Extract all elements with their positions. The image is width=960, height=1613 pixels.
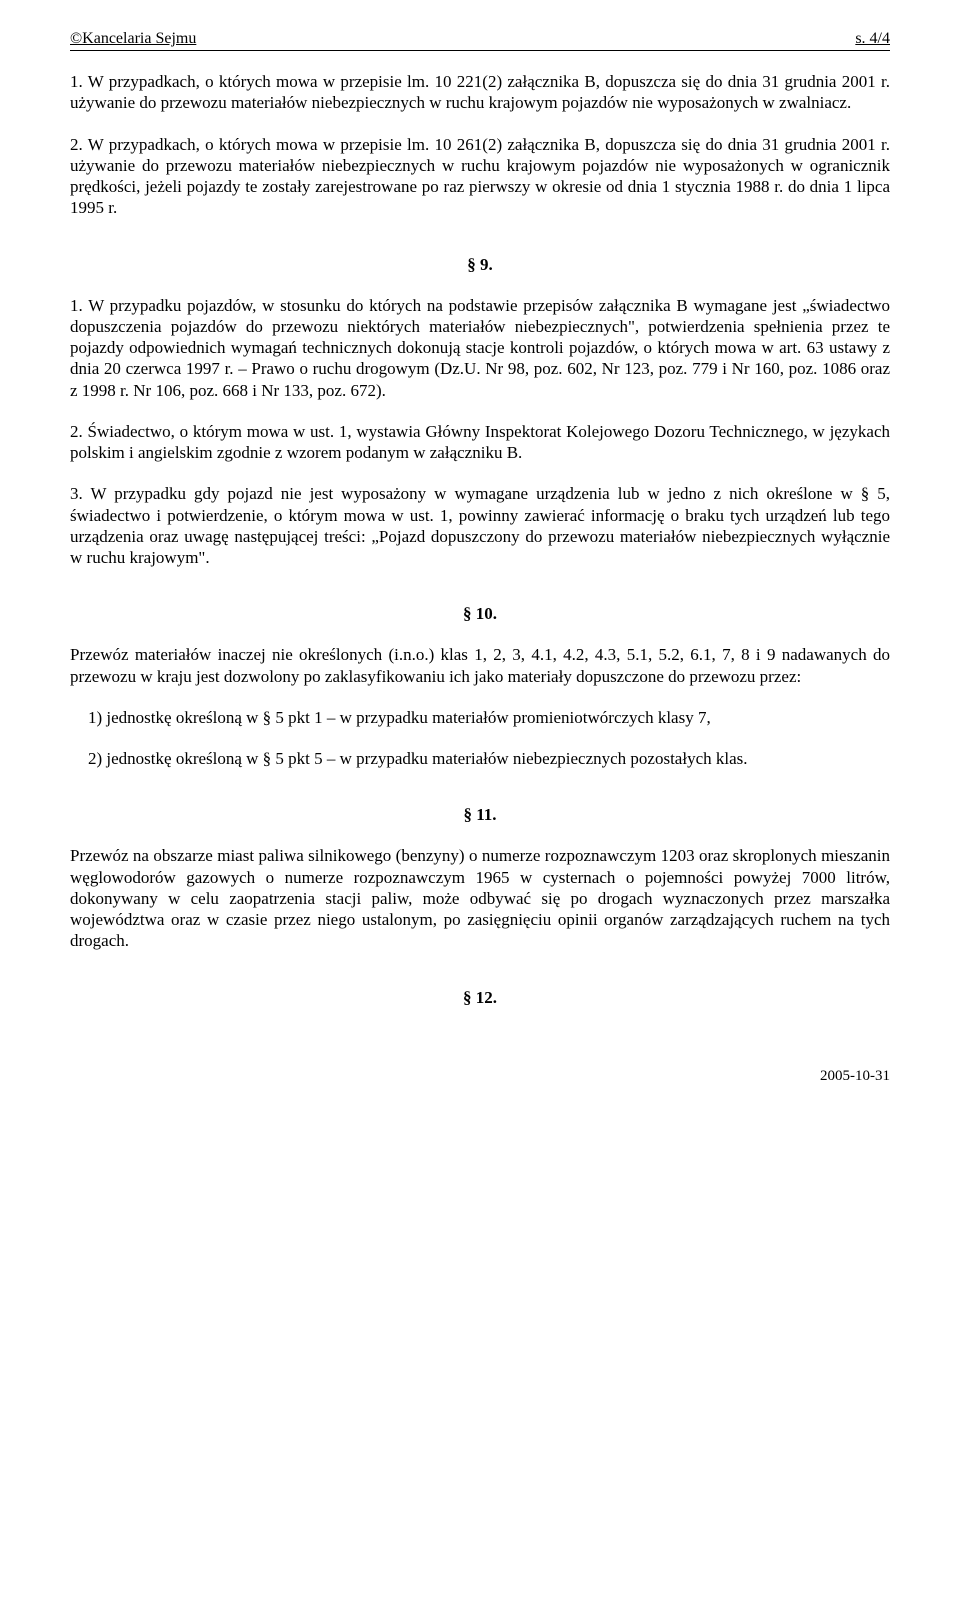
section-10-item-1: 1) jednostkę określoną w § 5 pkt 1 – w p… (88, 707, 890, 728)
section-11-heading: § 11. (70, 805, 890, 825)
section-9-heading: § 9. (70, 255, 890, 275)
paragraph-1: 1. W przypadkach, o których mowa w przep… (70, 71, 890, 114)
section-9-para-3: 3. W przypadku gdy pojazd nie jest wypos… (70, 483, 890, 568)
header-left: ©Kancelaria Sejmu (70, 30, 196, 48)
page-header: ©Kancelaria Sejmu s. 4/4 (70, 30, 890, 51)
section-10-heading: § 10. (70, 604, 890, 624)
section-12-heading: § 12. (70, 988, 890, 1008)
section-9-para-1: 1. W przypadku pojazdów, w stosunku do k… (70, 295, 890, 401)
paragraph-2: 2. W przypadkach, o których mowa w przep… (70, 134, 890, 219)
section-10-intro: Przewóz materiałów inaczej nie określony… (70, 644, 890, 687)
header-right: s. 4/4 (855, 30, 890, 48)
section-11-para: Przewóz na obszarze miast paliwa silniko… (70, 845, 890, 951)
section-9-para-2: 2. Świadectwo, o którym mowa w ust. 1, w… (70, 421, 890, 464)
section-10-item-2: 2) jednostkę określoną w § 5 pkt 5 – w p… (88, 748, 890, 769)
footer-date: 2005-10-31 (70, 1068, 890, 1085)
